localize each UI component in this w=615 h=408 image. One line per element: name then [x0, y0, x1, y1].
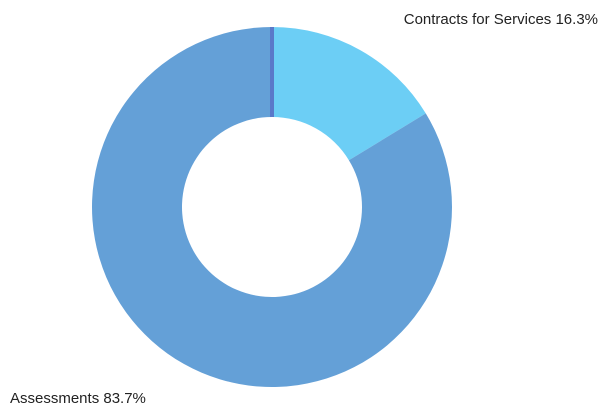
slice-label-assessments: Assessments 83.7% [10, 390, 146, 407]
slice-contracts-for-services [272, 27, 426, 161]
slice-label-contracts-for-services: Contracts for Services 16.3% [404, 11, 598, 28]
slices-layer [91, 27, 452, 388]
labels-layer: Contracts for Services 16.3% Assessments… [10, 11, 598, 407]
slice-assessments [91, 27, 452, 388]
